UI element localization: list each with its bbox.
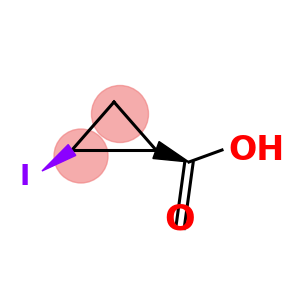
Circle shape xyxy=(54,129,108,183)
Text: O: O xyxy=(165,202,195,236)
Text: I: I xyxy=(20,163,30,191)
Polygon shape xyxy=(153,142,189,162)
Polygon shape xyxy=(42,145,76,171)
Text: OH: OH xyxy=(228,134,285,166)
Circle shape xyxy=(92,85,148,142)
